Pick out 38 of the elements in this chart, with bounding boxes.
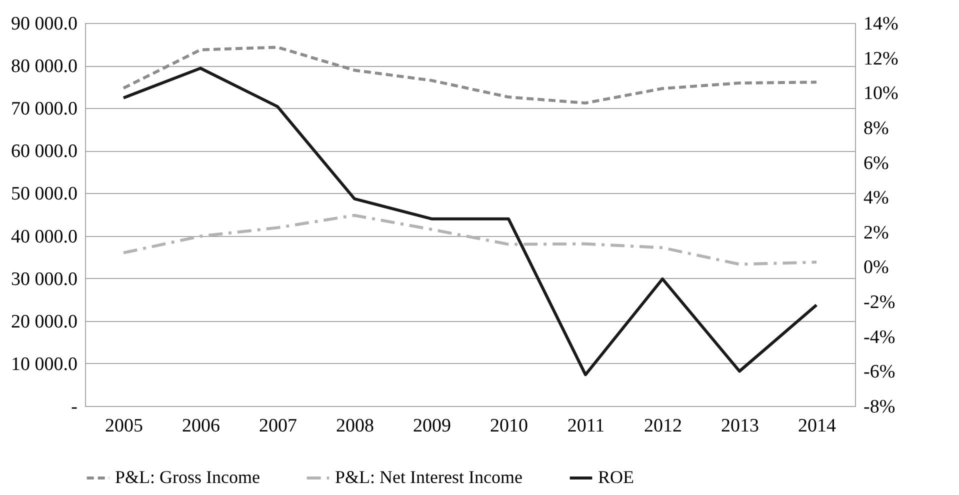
x-tick-label: 2014 [798, 416, 836, 436]
x-tick-label: 2008 [336, 416, 374, 436]
x-tick-label: 2011 [567, 416, 605, 436]
legend-label: P&L: Net Interest Income [335, 467, 522, 487]
y2-tick-label: 2% [864, 222, 889, 244]
y-tick-label: 70 000.0 [11, 98, 78, 120]
y-tick-label: 50 000.0 [11, 184, 78, 205]
y-tick-label: 30 000.0 [11, 268, 78, 290]
y2-tick-label: 0% [864, 257, 889, 278]
y2-tick-label: 6% [864, 152, 889, 174]
y-tick-label: 80 000.0 [11, 56, 78, 78]
y-tick-label: - [71, 396, 78, 418]
y-tick-label: 40 000.0 [11, 226, 78, 248]
y2-tick-label: 14% [864, 14, 898, 34]
y2-tick-label: -6% [864, 362, 896, 383]
x-tick-label: 2005 [105, 416, 143, 436]
x-tick-label: 2007 [259, 416, 297, 436]
line-series [122, 214, 818, 266]
legend-label: ROE [598, 467, 634, 487]
x-tick-label: 2013 [721, 416, 759, 436]
x-tick-label: 2009 [413, 416, 451, 436]
legend-label: P&L: Gross Income [115, 467, 260, 487]
y2-tick-label: 4% [864, 188, 889, 209]
x-tick-label: 2012 [644, 416, 682, 436]
line-series [122, 66, 818, 376]
line-series [122, 46, 818, 105]
x-tick-label: 2006 [182, 416, 220, 436]
y-tick-label: 20 000.0 [11, 311, 78, 332]
y-tick-label: 90 000.0 [11, 14, 78, 34]
y2-tick-label: 10% [864, 83, 898, 104]
x-tick-label: 2010 [490, 416, 528, 436]
y2-tick-label: 8% [864, 118, 889, 139]
y-tick-label: 60 000.0 [11, 141, 78, 162]
y2-tick-label: 12% [864, 48, 898, 70]
y2-tick-label: -8% [864, 396, 896, 418]
y-tick-label: 10 000.0 [11, 354, 78, 375]
y2-tick-label: -2% [864, 292, 896, 314]
y2-tick-label: -4% [864, 326, 896, 348]
